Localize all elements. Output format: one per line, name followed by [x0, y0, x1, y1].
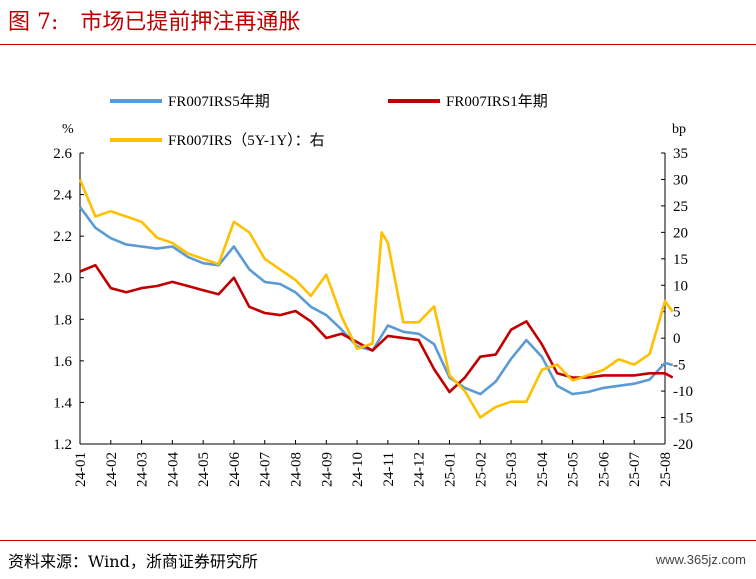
- y-left-tick-label: 1.2: [53, 437, 72, 453]
- y-left-unit: %: [62, 122, 74, 137]
- x-tick-label: 24-10: [350, 452, 366, 487]
- line-chart: 1.2 1.4 1.6 1.8 2.0 2.2 2.4 2.6 -20 -15 -10 -5 0 5 10 1…: [53, 93, 693, 487]
- figure-number: 图 7:: [8, 10, 59, 35]
- x-tick-label: 25-05: [566, 452, 582, 487]
- x-tick-label: 24-12: [412, 452, 428, 487]
- x-tick-label: 25-04: [535, 452, 551, 487]
- series-line-3: [78, 179, 674, 419]
- title-rule: [0, 44, 756, 45]
- x-tick-label: 25-01: [442, 452, 458, 487]
- legend-label-1: FR007IRS5年期: [168, 93, 270, 110]
- x-tick-label: 25-08: [658, 452, 674, 487]
- series-line-1: [78, 206, 674, 396]
- y-right-tick-label: -10: [673, 384, 693, 400]
- y-left-tick-label: 2.2: [53, 229, 72, 245]
- x-tick-label: 25-07: [627, 452, 643, 487]
- y-right-tick-label: 0: [673, 331, 681, 347]
- x-tick-label: 24-02: [104, 452, 120, 487]
- x-tick-label: 24-08: [289, 452, 305, 487]
- x-tick-label: 24-04: [165, 452, 181, 487]
- y-left-tick-label: 1.4: [53, 395, 72, 411]
- legend-label-3: FR007IRS（5Y-1Y）：右: [168, 132, 325, 149]
- x-tick-label: 24-07: [258, 452, 274, 487]
- x-tick-label: 25-02: [473, 452, 489, 487]
- x-tick-label: 24-01: [73, 452, 89, 487]
- y-right-tick-label: -20: [673, 437, 693, 453]
- x-tick-label: 24-11: [381, 452, 397, 486]
- figure-title-text: 市场已提前押注再通胀: [80, 10, 301, 35]
- y-right-tick-label: 10: [673, 278, 688, 294]
- x-tick-label: 24-03: [135, 452, 151, 487]
- y-right-tick-label: -15: [673, 411, 693, 427]
- y-right-tick-label: -5: [673, 358, 686, 374]
- legend-label-2: FR007IRS1年期: [446, 93, 548, 110]
- y-left-tick-label: 2.0: [53, 271, 72, 287]
- y-right-tick-label: 25: [673, 199, 688, 215]
- y-right-unit: bp: [672, 122, 686, 137]
- x-tick-label: 24-05: [196, 452, 212, 487]
- x-tick-label: 24-09: [319, 452, 335, 487]
- source-note: 资料来源：Wind，浙商证券研究所: [8, 552, 258, 571]
- y-right-tick-label: 30: [673, 172, 688, 188]
- y-right-tick-label: 5: [673, 305, 681, 321]
- y-right-tick-label: 20: [673, 225, 688, 241]
- x-tick-label: 25-03: [504, 452, 520, 487]
- x-tick-label: 25-06: [596, 452, 612, 487]
- y-left-tick-label: 1.8: [53, 312, 72, 328]
- y-right-tick-label: 15: [673, 252, 688, 268]
- y-right-tick-label: 35: [673, 146, 688, 162]
- watermark: www.365jz.com: [655, 552, 746, 567]
- figure-title: 图 7: 市场已提前押注再通胀: [8, 4, 300, 36]
- y-left-tick-label: 1.6: [53, 354, 72, 370]
- y-left-tick-label: 2.4: [53, 188, 72, 204]
- y-left-tick-label: 2.6: [53, 146, 72, 162]
- source-rule: [0, 540, 756, 541]
- x-tick-label: 24-06: [227, 452, 243, 487]
